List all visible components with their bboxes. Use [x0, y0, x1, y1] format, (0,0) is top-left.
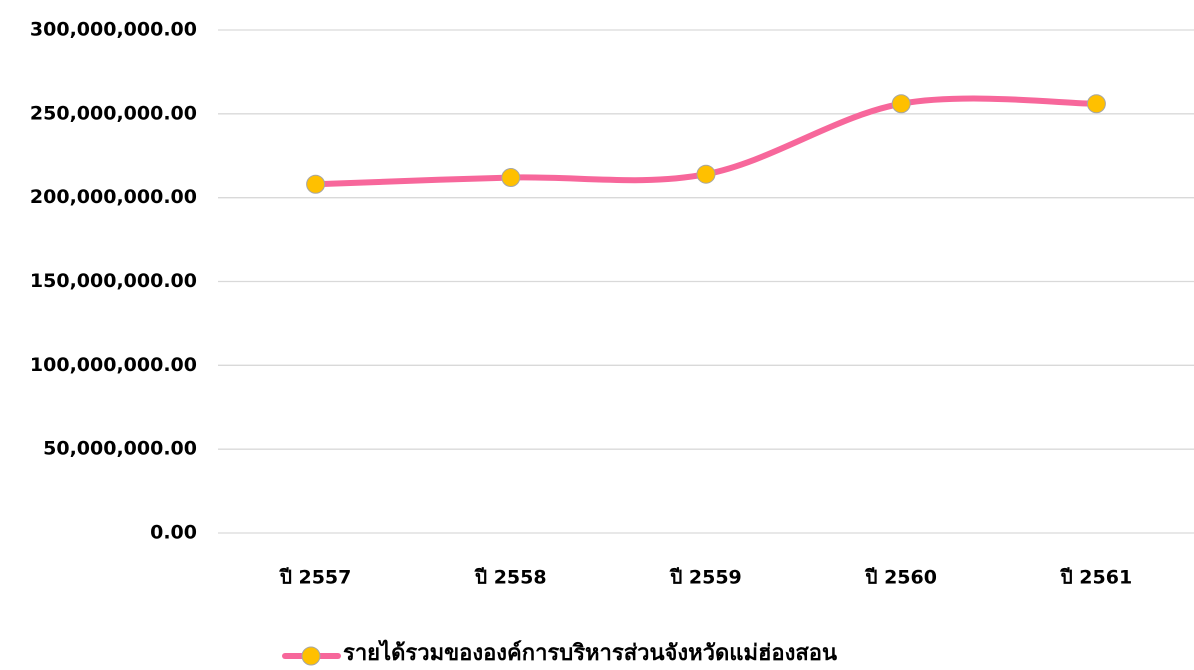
- x-tick-label: ปี 2560: [865, 567, 937, 589]
- y-tick-label: 300,000,000.00: [30, 19, 197, 41]
- data-point: [891, 94, 911, 114]
- legend-marker: [301, 646, 321, 666]
- y-tick-label: 250,000,000.00: [30, 102, 197, 124]
- x-tick-label: ปี 2561: [1060, 567, 1132, 589]
- y-tick-label: 0.00: [150, 522, 197, 544]
- y-tick-label: 50,000,000.00: [43, 438, 197, 460]
- y-tick-label: 200,000,000.00: [30, 186, 197, 208]
- x-tick-label: ปี 2558: [474, 567, 546, 589]
- legend-label: รายได้รวมขององค์การบริหารส่วนจังหวัดแม่ฮ…: [343, 639, 837, 666]
- data-point: [501, 168, 521, 188]
- data-point: [696, 164, 716, 184]
- data-point: [306, 174, 326, 194]
- x-tick-label: ปี 2557: [279, 567, 351, 589]
- y-tick-label: 150,000,000.00: [30, 270, 197, 292]
- data-point: [1086, 94, 1106, 114]
- x-tick-label: ปี 2559: [669, 567, 741, 589]
- y-tick-label: 100,000,000.00: [30, 354, 197, 376]
